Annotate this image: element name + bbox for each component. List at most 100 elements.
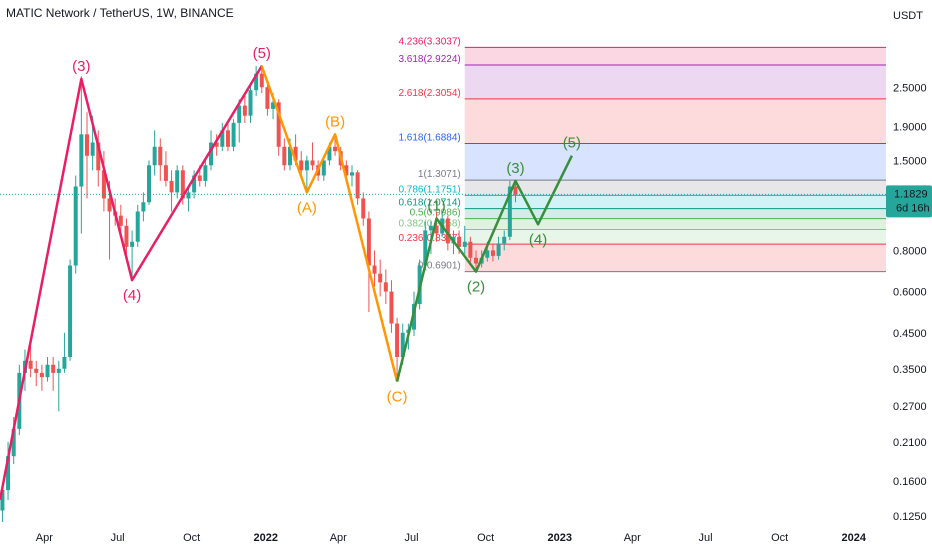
- time-tick-label: Jul: [111, 532, 125, 544]
- fib-zone: [464, 64, 886, 99]
- candle-body: [434, 225, 439, 234]
- candle-body: [96, 142, 101, 171]
- price-tick-label: 0.2700: [893, 401, 927, 413]
- candle-body: [395, 323, 400, 357]
- candle-body: [231, 122, 236, 147]
- price-axis[interactable]: 2.5000 1.9000 1.5000 0.8000 0.6000 0.4500 0.35…: [893, 82, 927, 523]
- time-tick-label: Oct: [771, 532, 788, 544]
- candle-body: [169, 180, 174, 193]
- candle-body: [51, 364, 56, 373]
- candle-body: [118, 215, 123, 226]
- chart-title: MATIC Network / TetherUS, 1W, BINANCE: [6, 6, 234, 20]
- candle-body: [141, 202, 146, 212]
- candle-body: [180, 170, 185, 199]
- candle-body: [0, 490, 5, 511]
- wave-pink[interactable]: [0, 65, 263, 501]
- fib-level-label: 3.618(2.9224): [398, 54, 460, 65]
- wave-label: (4): [529, 231, 547, 248]
- candle-body: [152, 146, 157, 166]
- wave-label: (5): [563, 135, 581, 152]
- price-axis-background: [886, 0, 932, 550]
- fib-level-label: 0.786(1.1751): [398, 184, 460, 195]
- candle-body: [39, 372, 44, 378]
- candle-body: [389, 291, 394, 324]
- candle-body: [366, 218, 371, 266]
- wave-label: (2): [467, 279, 485, 296]
- last-price-tag: 1.1829 6d 16h: [886, 185, 932, 218]
- candle-body: [259, 73, 264, 88]
- wave-label: (A): [297, 199, 317, 216]
- candle-body: [242, 105, 247, 116]
- candle-body: [237, 105, 242, 123]
- wave-orange[interactable]: [260, 65, 399, 382]
- candle-body: [496, 243, 501, 256]
- fib-level-label: 1.618(1.6884): [398, 132, 460, 143]
- fib-zone: [464, 244, 886, 272]
- candle-body: [400, 332, 405, 357]
- price-tick-label: 2.5000: [893, 82, 927, 94]
- candle-body: [423, 230, 428, 266]
- fib-zone: [464, 218, 886, 230]
- last-price-value: 1.1829: [894, 188, 928, 200]
- candle-body: [428, 225, 433, 231]
- wave-label: (4): [123, 287, 141, 304]
- fib-level-label: 1(1.3071): [418, 169, 461, 180]
- price-tick-label: 1.9000: [893, 122, 927, 134]
- candle-body: [276, 102, 281, 147]
- candle-body: [265, 87, 270, 109]
- candle-body: [90, 142, 95, 156]
- elliott-waves[interactable]: (3) (4) (5) (A) (B) (C) (1) (2) (3) (4) (5): [0, 45, 581, 501]
- candle-body: [84, 134, 89, 156]
- price-tick-label: 0.1600: [893, 476, 927, 488]
- time-tick-label: Oct: [477, 532, 494, 544]
- wave-label: (5): [253, 45, 271, 62]
- fibonacci-extension[interactable]: 4.236(3.3037) 3.618(2.9224) 2.618(2.3054) 1…: [398, 36, 886, 273]
- fib-level-label: 0.618(1.0714): [398, 198, 460, 209]
- candle-body: [130, 241, 135, 247]
- time-axis[interactable]: Apr Jul Oct 2022 Apr Jul Oct 2023 Apr Jul Oct 2024: [36, 532, 867, 544]
- candle-body: [101, 170, 106, 199]
- candle-body: [209, 142, 214, 166]
- candle-body: [124, 225, 129, 247]
- candle-body: [507, 186, 512, 237]
- candle-body: [56, 368, 61, 373]
- time-tick-label: Jul: [699, 532, 713, 544]
- time-tick-label: Oct: [183, 532, 200, 544]
- candle-body: [445, 218, 450, 244]
- candle-body: [158, 146, 163, 166]
- candle-body: [293, 146, 298, 161]
- candle-body: [490, 250, 495, 256]
- candle-body: [327, 146, 332, 161]
- candle-body: [502, 236, 507, 244]
- price-tick-label: 0.3500: [893, 364, 927, 376]
- candle-body: [462, 241, 467, 247]
- candle-body: [287, 146, 292, 166]
- candle-body: [203, 165, 208, 181]
- wave-label: (3): [72, 58, 90, 75]
- time-axis-background: [0, 522, 932, 550]
- candle-body: [383, 282, 388, 292]
- candle-body: [282, 146, 287, 166]
- candle-body: [163, 165, 168, 181]
- candle-body: [378, 273, 383, 283]
- wave-green[interactable]: [395, 155, 573, 382]
- price-tick-label: 0.2100: [893, 437, 927, 449]
- price-axis-unit: USDT: [893, 10, 923, 22]
- fib-zone: [464, 143, 886, 181]
- candle-body: [135, 211, 140, 242]
- fib-zone: [464, 195, 886, 209]
- candle-body: [225, 130, 230, 147]
- candle-body: [45, 364, 50, 378]
- price-tick-label: 0.6000: [893, 287, 927, 299]
- candle-body: [197, 175, 202, 181]
- price-tick-label: 0.8000: [893, 245, 927, 257]
- candle-body: [11, 428, 16, 457]
- wave-label: (C): [387, 389, 408, 406]
- time-tick-label: 2023: [548, 532, 572, 544]
- candle-body: [485, 250, 490, 258]
- fib-level-label: 4.236(3.3037): [398, 36, 460, 47]
- fib-zone: [464, 180, 886, 196]
- fib-zone: [464, 208, 886, 219]
- candle-body: [34, 368, 39, 373]
